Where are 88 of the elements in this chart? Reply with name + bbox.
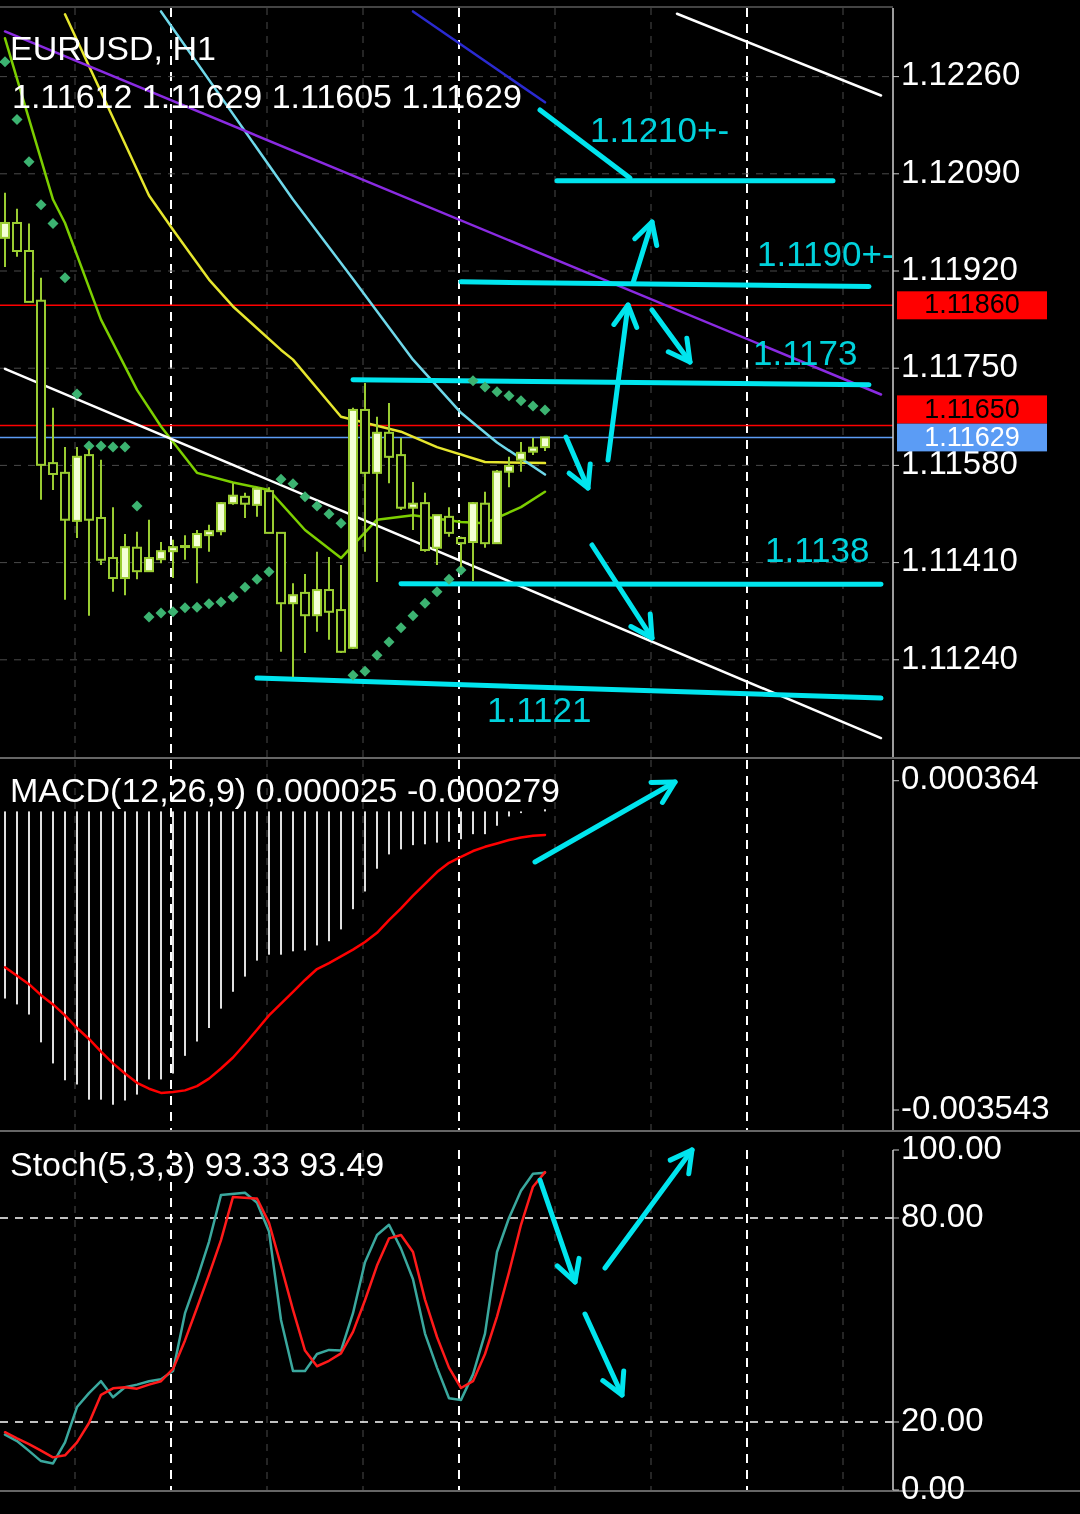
- point: [299, 491, 311, 503]
- candlestick: [204, 523, 214, 553]
- candlestick: [444, 506, 454, 538]
- point: [59, 272, 71, 284]
- y-tick-label: 1.11920: [901, 249, 1018, 287]
- chart-title: MACD(12,26,9) 0.000025 -0.000279: [10, 771, 561, 809]
- candlestick: [132, 530, 142, 581]
- y-tick-label: 0.00: [901, 1468, 966, 1506]
- candlestick: [156, 541, 166, 565]
- candlestick: [240, 491, 250, 520]
- point: [407, 610, 419, 622]
- point: [47, 218, 59, 230]
- point: [383, 636, 395, 648]
- candlestick: [408, 480, 418, 532]
- point: [251, 573, 263, 585]
- point: [311, 500, 323, 512]
- candlestick: [48, 406, 58, 491]
- point: [83, 440, 95, 452]
- point: [263, 566, 275, 578]
- y-tick-label: 20.00: [901, 1400, 984, 1438]
- point: [467, 375, 479, 387]
- candlestick: [0, 191, 10, 269]
- y-tick-label: 1.12090: [901, 152, 1021, 190]
- point: [107, 441, 119, 453]
- point: [155, 607, 167, 619]
- annotation: 1.1210+-: [590, 110, 730, 150]
- point: [11, 113, 23, 125]
- point: [515, 395, 527, 407]
- point: [527, 400, 539, 412]
- point: [371, 649, 383, 661]
- y-tick-label: 0.000364: [901, 759, 1039, 797]
- point: [143, 611, 155, 623]
- y-tick-label: 1.11240: [901, 638, 1018, 676]
- point: [23, 156, 35, 168]
- point: [215, 596, 227, 608]
- point: [0, 56, 11, 68]
- candlestick: [300, 573, 310, 654]
- point: [539, 404, 551, 416]
- candlestick: [228, 482, 238, 506]
- point: [455, 564, 467, 576]
- candlestick: [108, 506, 118, 593]
- point: [287, 478, 299, 490]
- point: [443, 573, 455, 585]
- annotation: 1.1121: [487, 690, 592, 730]
- ref-line-label: 1.11629: [924, 421, 1020, 452]
- point: [239, 581, 251, 593]
- candlestick: [192, 529, 202, 585]
- point: [395, 622, 407, 634]
- point: [431, 586, 443, 598]
- point: [347, 669, 359, 681]
- chart-title: Stoch(5,3,3) 93.33 93.49: [10, 1145, 385, 1183]
- point: [359, 665, 371, 677]
- candlestick: [180, 534, 190, 561]
- annotation: 1.1190+-: [757, 234, 894, 274]
- y-tick-label: 100.00: [901, 1128, 1002, 1166]
- point: [191, 601, 203, 613]
- point: [95, 440, 107, 452]
- y-tick-label: 1.11750: [901, 346, 1018, 384]
- candlestick: [144, 518, 154, 573]
- candlestick: [324, 555, 334, 641]
- point: [203, 598, 215, 610]
- candlestick: [516, 440, 526, 473]
- point: [419, 597, 431, 609]
- point: [479, 381, 491, 393]
- point: [35, 199, 47, 211]
- point: [167, 606, 179, 618]
- point: [71, 388, 83, 400]
- ref-line-label: 1.11650: [924, 393, 1020, 424]
- point: [503, 390, 515, 402]
- point: [119, 441, 131, 453]
- y-tick-label: 80.00: [901, 1196, 984, 1234]
- point: [131, 500, 143, 512]
- ref-line-label: 1.11860: [924, 289, 1020, 320]
- point: [275, 473, 287, 485]
- y-tick-label: 1.11410: [901, 541, 1018, 579]
- y-tick-label: -0.003543: [901, 1088, 1050, 1126]
- candlestick: [252, 486, 262, 518]
- candlestick: [168, 538, 178, 580]
- line-series: [3, 833, 547, 1095]
- point: [335, 517, 347, 529]
- candlestick: [504, 455, 514, 489]
- point: [323, 508, 335, 520]
- y-tick-label: 1.12260: [901, 55, 1021, 93]
- annotation: 1.1138: [765, 530, 870, 570]
- candlestick: [288, 582, 298, 678]
- point: [227, 591, 239, 603]
- point: [491, 386, 503, 398]
- point: [179, 602, 191, 614]
